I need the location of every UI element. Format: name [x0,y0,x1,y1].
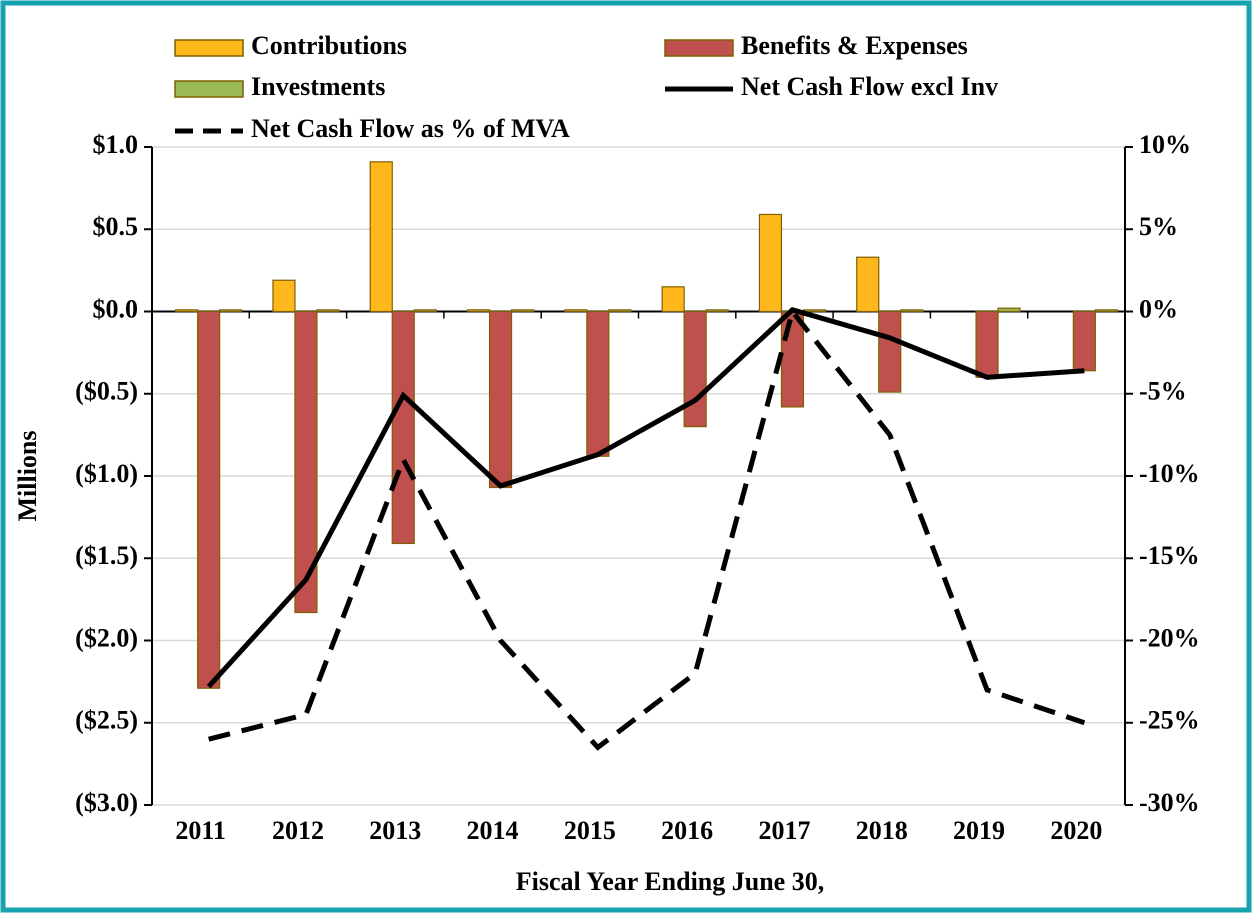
bar [564,309,588,313]
bar [197,310,221,689]
bar [1072,310,1096,372]
bar [900,309,924,313]
legend-swatch [174,39,244,57]
legend-label: Net Cash Flow as % of MVA [251,114,570,143]
x-tick-label: 2016 [661,816,713,845]
x-tick-label: 2018 [856,816,908,845]
x-tick-label: 2017 [758,816,810,845]
y-axis-label: Millions [13,430,42,521]
bar [488,310,513,489]
y2-tick-label: 5% [1139,212,1178,241]
bar [391,310,415,545]
x-axis-label: Fiscal Year Ending June 30, [516,867,824,896]
bar [413,309,437,313]
y2-tick-label: 10% [1139,130,1191,159]
y2-tick-label: 0% [1139,294,1178,323]
x-tick-label: 2011 [175,816,226,845]
legend-label: Contributions [251,31,407,60]
bar [802,309,827,313]
y2-tick-label: -30% [1139,788,1200,817]
y-tick-label: ($1.0) [75,459,138,488]
legend-label: Benefits & Expenses [741,31,968,60]
y-tick-label: ($2.5) [75,706,138,735]
y-tick-label: $1.0 [93,130,139,159]
bar [878,310,902,393]
bar [1094,309,1118,313]
y-tick-label: $0.0 [93,294,139,323]
bar [294,310,318,614]
y2-tick-label: -5% [1139,377,1187,406]
bar [219,309,243,313]
y-tick-label: ($1.5) [75,541,138,570]
bar [272,279,296,313]
y2-tick-label: -15% [1139,541,1200,570]
bar [586,310,610,457]
legend-swatch [664,39,734,57]
y-tick-label: ($2.0) [75,623,138,652]
legend-swatch [174,80,244,98]
bar [510,309,535,313]
bar [997,307,1021,313]
bar [369,161,393,313]
bar [856,256,880,313]
bar [661,286,685,313]
x-tick-label: 2013 [369,816,421,845]
bar [608,309,632,313]
y-tick-label: $0.5 [93,212,139,241]
x-tick-label: 2019 [953,816,1005,845]
bar [780,310,805,408]
x-tick-label: 2012 [272,816,324,845]
x-tick-label: 2015 [564,816,616,845]
line [206,307,1085,689]
bar [758,213,783,313]
y2-tick-label: -25% [1139,706,1200,735]
bar [175,309,199,313]
bar [975,310,999,378]
x-tick-label: 2014 [467,816,519,845]
y-tick-label: ($3.0) [75,788,138,817]
dashed-line [208,306,1086,751]
bar [466,309,491,313]
legend-label: Investments [251,72,385,101]
y2-tick-label: -20% [1139,623,1200,652]
y2-tick-label: -10% [1139,459,1200,488]
bar [683,310,707,428]
bar [316,309,340,313]
bar [705,309,729,313]
y-tick-label: ($0.5) [75,377,138,406]
legend-label: Net Cash Flow excl Inv [741,72,998,101]
x-tick-label: 2020 [1050,816,1102,845]
